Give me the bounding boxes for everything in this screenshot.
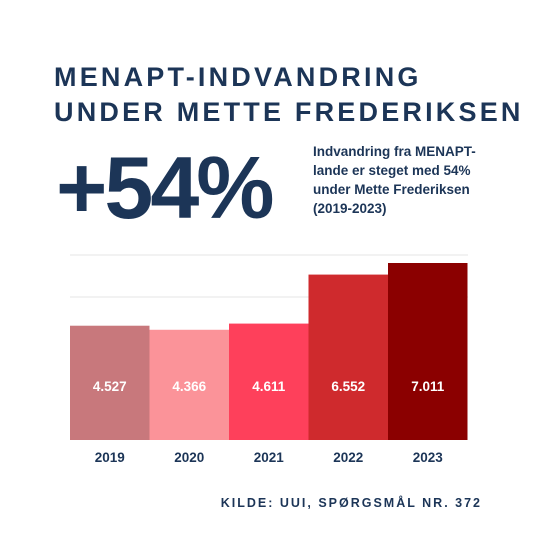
x-tick-label: 2023 [413, 450, 444, 465]
bar-2020 [149, 329, 229, 440]
bar-2023 [388, 263, 468, 440]
title-line-1: MENAPT-INDVANDRING [54, 62, 422, 92]
bar-value-label: 6.552 [331, 379, 365, 394]
source-note: KILDE: UUI, SPØRGSMÅL NR. 372 [220, 496, 482, 510]
description-line-3: under Mette Frederiksen [313, 182, 470, 197]
description-line-2: lande er steget med 54% [313, 163, 471, 178]
bar-value-label: 4.366 [172, 379, 206, 394]
highlight-description: Indvandring fra MENAPT- lande er steget … [313, 142, 503, 218]
bar-2022 [308, 274, 388, 440]
description-line-4: (2019-2023) [313, 201, 387, 216]
x-tick-label: 2021 [254, 450, 285, 465]
bar-2019 [70, 325, 150, 440]
title-line-2: UNDER METTE FREDERIKSEN [54, 97, 524, 127]
bar-value-label: 4.527 [93, 379, 127, 394]
highlight-value: +54% [56, 138, 275, 237]
x-tick-label: 2019 [95, 450, 125, 465]
bar-2021 [229, 323, 309, 440]
x-tick-label: 2020 [174, 450, 204, 465]
page-title: MENAPT-INDVANDRING UNDER METTE FREDERIKS… [54, 60, 524, 130]
bar-value-label: 7.011 [411, 379, 445, 394]
description-line-1: Indvandring fra MENAPT- [313, 144, 476, 159]
x-tick-label: 2022 [333, 450, 363, 465]
bar-value-label: 4.611 [252, 379, 286, 394]
